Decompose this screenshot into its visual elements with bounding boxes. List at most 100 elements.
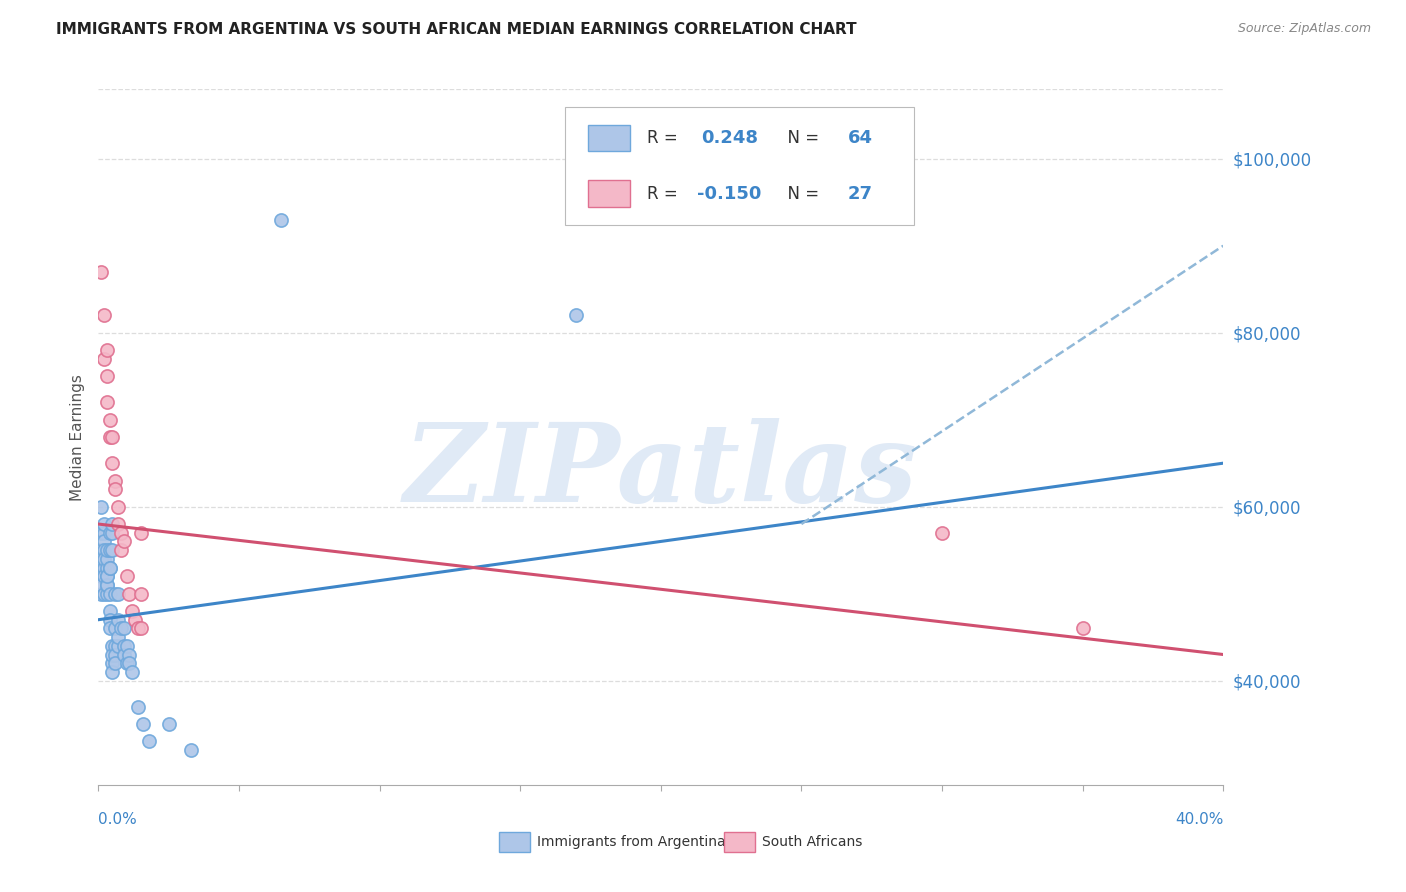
Point — [93, 516, 115, 531]
Point — [107, 630, 129, 644]
Point — [90, 560, 112, 574]
Point — [107, 587, 129, 601]
Point — [104, 639, 127, 653]
Point — [101, 456, 124, 470]
Text: IMMIGRANTS FROM ARGENTINA VS SOUTH AFRICAN MEDIAN EARNINGS CORRELATION CHART: IMMIGRANTS FROM ARGENTINA VS SOUTH AFRIC… — [56, 22, 856, 37]
Point — [90, 587, 112, 601]
Text: 27: 27 — [848, 185, 873, 202]
Point — [90, 569, 112, 583]
Point — [104, 482, 127, 496]
Point — [101, 525, 124, 540]
Point — [104, 648, 127, 662]
Point — [93, 534, 115, 549]
Point — [98, 525, 121, 540]
Point — [107, 639, 129, 653]
Point — [93, 308, 115, 322]
Point — [118, 648, 141, 662]
Point — [101, 639, 124, 653]
Point — [115, 569, 138, 583]
Point — [96, 569, 118, 583]
Text: R =: R = — [647, 129, 683, 147]
Point — [90, 578, 112, 592]
Point — [565, 308, 588, 322]
Point — [104, 587, 127, 601]
FancyBboxPatch shape — [588, 125, 630, 151]
Point — [90, 265, 112, 279]
Text: 0.248: 0.248 — [702, 129, 758, 147]
Text: 0.0%: 0.0% — [98, 812, 138, 827]
Point — [112, 621, 135, 635]
Point — [121, 604, 143, 618]
Point — [96, 551, 118, 566]
Point — [127, 699, 149, 714]
Point — [112, 534, 135, 549]
Point — [98, 604, 121, 618]
Point — [129, 525, 152, 540]
Point — [96, 560, 118, 574]
Point — [96, 569, 118, 583]
Point — [98, 543, 121, 558]
Point — [115, 657, 138, 671]
Point — [98, 412, 121, 427]
Point — [90, 500, 112, 514]
Point — [107, 516, 129, 531]
Point — [124, 613, 146, 627]
Point — [93, 551, 115, 566]
Point — [96, 343, 118, 357]
Point — [180, 743, 202, 757]
Point — [96, 369, 118, 384]
Point — [157, 717, 180, 731]
Point — [101, 648, 124, 662]
Point — [93, 587, 115, 601]
Point — [93, 569, 115, 583]
Point — [121, 665, 143, 679]
Point — [118, 657, 141, 671]
Point — [90, 525, 112, 540]
Point — [90, 551, 112, 566]
Point — [101, 657, 124, 671]
Point — [104, 657, 127, 671]
Text: -0.150: -0.150 — [697, 185, 761, 202]
Point — [101, 430, 124, 444]
Point — [110, 543, 132, 558]
Point — [1071, 621, 1094, 635]
Point — [98, 430, 121, 444]
Point — [110, 621, 132, 635]
Point — [118, 587, 141, 601]
Point — [96, 578, 118, 592]
Point — [101, 543, 124, 558]
Point — [138, 734, 160, 748]
Point — [93, 351, 115, 366]
Point — [931, 525, 953, 540]
Point — [101, 665, 124, 679]
Point — [129, 621, 152, 635]
Point — [110, 525, 132, 540]
Y-axis label: Median Earnings: Median Earnings — [70, 374, 86, 500]
Point — [107, 500, 129, 514]
Text: Source: ZipAtlas.com: Source: ZipAtlas.com — [1237, 22, 1371, 36]
Point — [112, 648, 135, 662]
Point — [104, 474, 127, 488]
Point — [104, 621, 127, 635]
Point — [98, 613, 121, 627]
Point — [112, 639, 135, 653]
Point — [98, 560, 121, 574]
Point — [98, 621, 121, 635]
Point — [93, 543, 115, 558]
Point — [129, 587, 152, 601]
Text: N =: N = — [776, 185, 824, 202]
Text: Immigrants from Argentina: Immigrants from Argentina — [537, 835, 725, 849]
Point — [107, 613, 129, 627]
Text: ZIPatlas: ZIPatlas — [404, 418, 918, 525]
Text: R =: R = — [647, 185, 683, 202]
Point — [90, 543, 112, 558]
Point — [270, 212, 292, 227]
Point — [98, 587, 121, 601]
Point — [127, 621, 149, 635]
Point — [115, 639, 138, 653]
Text: South Africans: South Africans — [762, 835, 862, 849]
Point — [93, 525, 115, 540]
Point — [96, 543, 118, 558]
Text: 40.0%: 40.0% — [1175, 812, 1223, 827]
Text: 64: 64 — [848, 129, 873, 147]
